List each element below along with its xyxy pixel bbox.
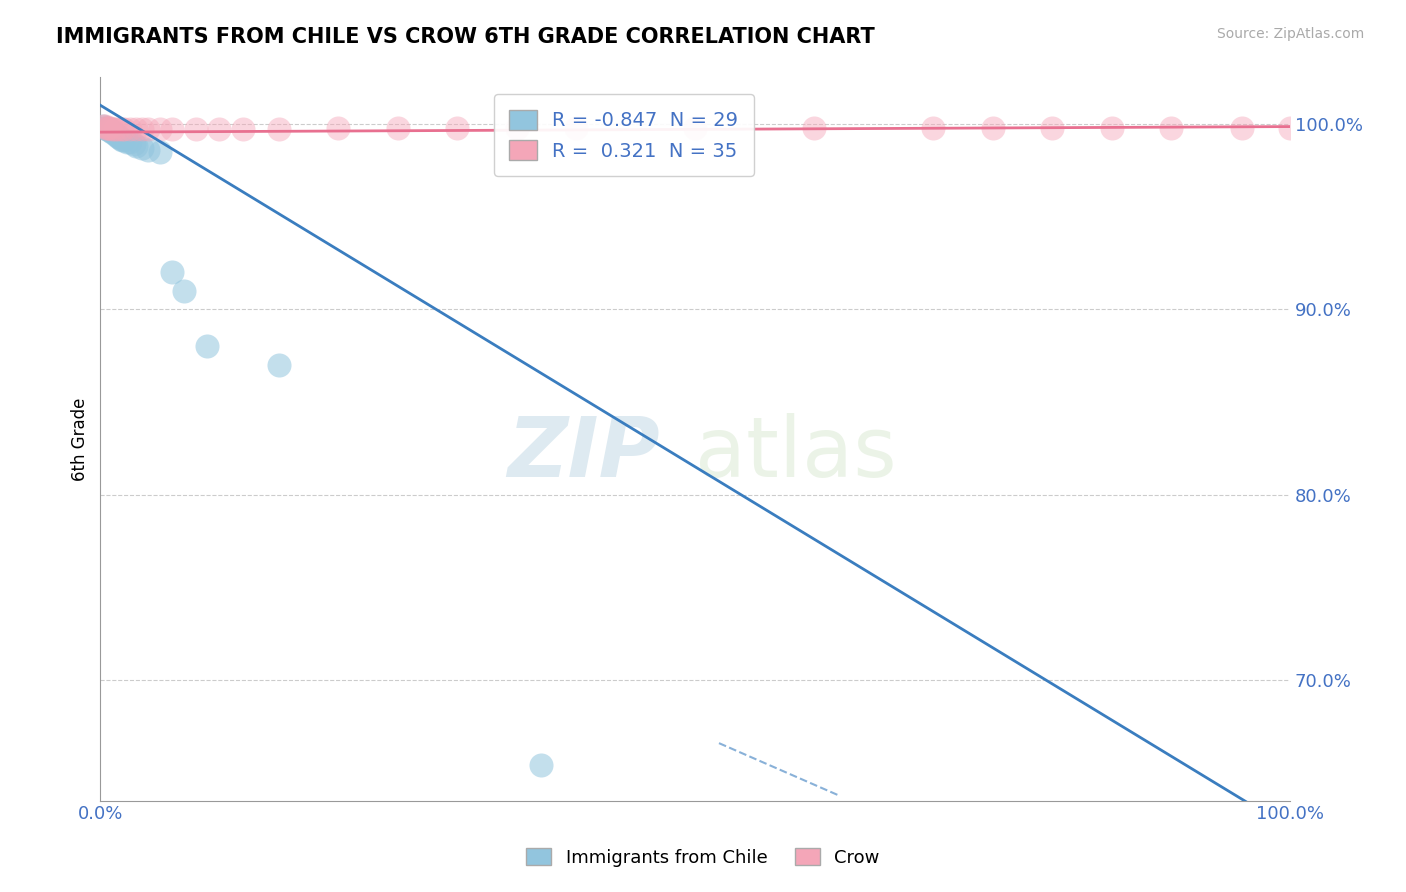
Point bbox=[100, 124, 122, 138]
Point bbox=[136, 122, 159, 136]
Point bbox=[96, 120, 118, 135]
Point bbox=[115, 136, 138, 150]
Point bbox=[922, 120, 945, 135]
Point bbox=[111, 122, 134, 136]
Point bbox=[446, 120, 468, 135]
Point bbox=[1232, 120, 1254, 135]
Point bbox=[981, 120, 1004, 135]
Point bbox=[267, 122, 290, 136]
Point bbox=[104, 126, 127, 140]
Point bbox=[208, 122, 231, 136]
Text: ZIP: ZIP bbox=[508, 413, 659, 494]
Point bbox=[93, 120, 115, 135]
Point bbox=[111, 133, 134, 147]
Legend: Immigrants from Chile, Crow: Immigrants from Chile, Crow bbox=[517, 839, 889, 876]
Point bbox=[96, 120, 118, 135]
Point bbox=[104, 122, 127, 136]
Point bbox=[98, 124, 121, 138]
Point bbox=[149, 122, 172, 136]
Point bbox=[108, 129, 131, 144]
Point bbox=[173, 284, 195, 298]
Point bbox=[1101, 120, 1123, 135]
Point bbox=[565, 120, 588, 135]
Point bbox=[94, 119, 117, 133]
Point bbox=[267, 358, 290, 372]
Point bbox=[125, 139, 148, 153]
Point bbox=[803, 120, 825, 135]
Point bbox=[112, 133, 135, 147]
Point bbox=[120, 136, 142, 150]
Point bbox=[136, 143, 159, 157]
Point bbox=[104, 128, 127, 142]
Point bbox=[97, 122, 120, 136]
Point bbox=[529, 758, 551, 772]
Point bbox=[97, 120, 120, 135]
Point bbox=[96, 122, 118, 136]
Point bbox=[101, 122, 124, 136]
Point bbox=[103, 126, 125, 140]
Point bbox=[328, 120, 350, 135]
Point bbox=[120, 122, 142, 136]
Point bbox=[131, 122, 153, 136]
Point bbox=[101, 124, 124, 138]
Point bbox=[1279, 120, 1302, 135]
Text: atlas: atlas bbox=[695, 413, 897, 494]
Point bbox=[1160, 120, 1182, 135]
Point bbox=[232, 122, 254, 136]
Point bbox=[96, 120, 118, 135]
Point bbox=[683, 120, 706, 135]
Point bbox=[110, 131, 132, 145]
Point bbox=[107, 129, 129, 144]
Point bbox=[160, 265, 183, 279]
Point bbox=[506, 120, 529, 135]
Point bbox=[122, 137, 145, 152]
Point bbox=[107, 122, 129, 136]
Text: Source: ZipAtlas.com: Source: ZipAtlas.com bbox=[1216, 27, 1364, 41]
Point bbox=[98, 120, 121, 135]
Point bbox=[149, 145, 172, 159]
Point bbox=[387, 120, 409, 135]
Point bbox=[131, 141, 153, 155]
Point bbox=[125, 122, 148, 136]
Point bbox=[197, 339, 219, 353]
Legend: R = -0.847  N = 29, R =  0.321  N = 35: R = -0.847 N = 29, R = 0.321 N = 35 bbox=[494, 95, 754, 177]
Text: IMMIGRANTS FROM CHILE VS CROW 6TH GRADE CORRELATION CHART: IMMIGRANTS FROM CHILE VS CROW 6TH GRADE … bbox=[56, 27, 875, 46]
Point bbox=[184, 122, 207, 136]
Point bbox=[91, 119, 114, 133]
Point bbox=[160, 122, 183, 136]
Point bbox=[112, 122, 135, 136]
Y-axis label: 6th Grade: 6th Grade bbox=[72, 397, 89, 481]
Point bbox=[105, 128, 128, 142]
Point bbox=[91, 119, 114, 133]
Point bbox=[1040, 120, 1063, 135]
